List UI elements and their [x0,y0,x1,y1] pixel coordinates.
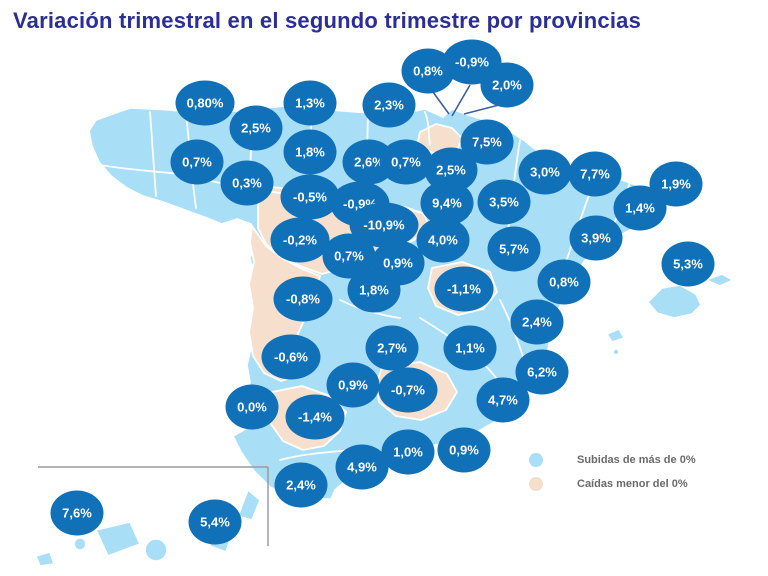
province-bubble: 2,7% [365,325,419,371]
province-bubble: -0,9% [442,39,502,85]
province-bubble: 0,80% [175,80,235,126]
province-bubble: 0,9% [437,427,491,473]
province-bubble: 3,0% [518,149,572,195]
canary-inset-border [38,466,269,546]
province-bubble: -0,6% [261,334,321,380]
legend-label-negative: Caídas menor del 0% [577,478,688,490]
province-bubble: 2,4% [274,462,328,508]
province-bubble: 0,3% [220,160,274,206]
province-bubble: 4,9% [335,444,389,490]
province-bubble: 2,0% [480,62,534,108]
province-bubble: 3,5% [477,179,531,225]
province-bubble: 1,3% [283,80,337,126]
province-bubble: -0,7% [378,367,438,413]
province-bubble: 1,1% [443,325,497,371]
province-bubble: 2,4% [510,299,564,345]
province-bubble: 0,7% [379,139,433,185]
province-bubble: 1,8% [283,129,337,175]
province-bubble: 4,0% [416,217,470,263]
province-bubble: 1,4% [613,185,667,231]
province-bubble: 1,0% [381,429,435,475]
leader-lines [432,84,500,117]
province-bubble: 0,8% [537,259,591,305]
province-bubble: 1,8% [347,267,401,313]
province-bubble: 5,7% [487,226,541,272]
province-bubble: -1,4% [285,394,345,440]
province-bubble: 3,9% [569,215,623,261]
legend-swatch-positive-icon [529,453,543,467]
province-bubble: -0,2% [270,217,330,263]
province-bubble: 2,3% [362,82,416,128]
province-bubble: -0,8% [273,276,333,322]
province-bubble: 0,0% [225,384,279,430]
province-bubble: 5,3% [661,241,715,287]
province-bubble: 7,5% [460,119,514,165]
province-bubble: 4,7% [476,377,530,423]
legend-label-positive: Subidas de más de 0% [577,454,696,466]
province-bubble: -1,1% [434,266,494,312]
legend-swatch-negative-icon [529,477,543,491]
province-bubble: 5,4% [188,499,242,545]
province-bubble: 0,7% [170,139,224,185]
balearic-islands [606,273,734,356]
chart-title: Variación trimestral en el segundo trime… [13,8,642,33]
legend-item-negative: Caídas menor del 0% [529,472,696,496]
legend-item-positive: Subidas de más de 0% [529,448,696,472]
province-bubble: 7,6% [50,490,104,536]
province-bubble: 7,7% [568,151,622,197]
legend: Subidas de más de 0% Caídas menor del 0% [529,448,696,496]
province-bubble: 2,5% [229,105,283,151]
province-bubble: -0,5% [280,174,340,220]
